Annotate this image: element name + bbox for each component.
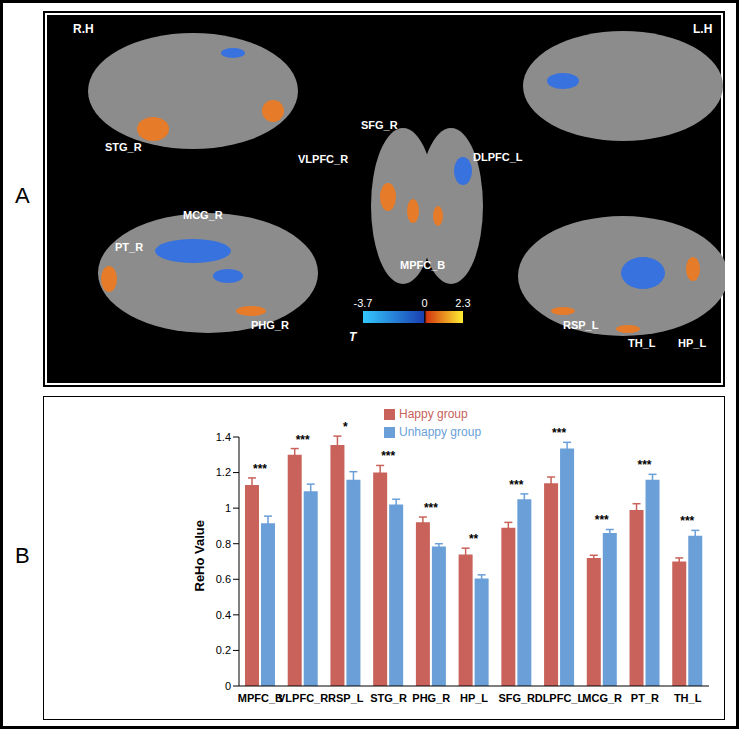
svg-text:***: *** [509, 478, 523, 492]
svg-text:0.6: 0.6 [216, 573, 231, 585]
html-text:Happy group: Happy group [399, 407, 468, 421]
svg-text:PT_R: PT_R [631, 692, 659, 704]
svg-text:PHG_R: PHG_R [251, 319, 289, 331]
svg-text:TH_L: TH_L [628, 337, 656, 349]
svg-text:***: *** [253, 462, 267, 476]
svg-text:MCG_R: MCG_R [183, 209, 223, 221]
svg-text:TH_L: TH_L [674, 692, 702, 704]
svg-text:0: 0 [422, 297, 428, 309]
svg-text:MPFC_B: MPFC_B [400, 259, 445, 271]
svg-text:STG_R: STG_R [105, 141, 142, 153]
svg-text:L.H: L.H [693, 22, 712, 36]
svg-text:RSP_L: RSP_L [563, 319, 599, 331]
svg-text:***: *** [638, 458, 652, 472]
svg-text:PT_R: PT_R [115, 241, 143, 253]
svg-text:SFG_R: SFG_R [498, 692, 535, 704]
svg-text:0: 0 [225, 680, 231, 692]
svg-text:0.8: 0.8 [216, 538, 231, 550]
svg-text:PHG_R: PHG_R [412, 692, 450, 704]
svg-text:0.2: 0.2 [216, 644, 231, 656]
html-text:B: B [15, 543, 30, 568]
svg-text:**: ** [469, 532, 479, 546]
svg-text:STG_R: STG_R [370, 692, 407, 704]
svg-text:VLPFC_R: VLPFC_R [298, 153, 348, 165]
svg-text:MCG_R: MCG_R [582, 692, 622, 704]
svg-text:1.4: 1.4 [216, 431, 231, 443]
svg-text:***: *** [595, 513, 609, 527]
svg-text:***: *** [381, 449, 395, 463]
html-text:Unhappy group: Unhappy group [399, 425, 482, 439]
svg-text:0.4: 0.4 [216, 609, 231, 621]
svg-text:MPFC_B: MPFC_B [238, 692, 283, 704]
svg-text:VLPFC_R: VLPFC_R [278, 692, 328, 704]
svg-text:***: *** [680, 514, 694, 528]
svg-text:ReHo Value: ReHo Value [192, 520, 207, 592]
svg-text:2.3: 2.3 [455, 297, 470, 309]
svg-text:*: * [343, 420, 348, 434]
svg-text:DLPFC_L: DLPFC_L [535, 692, 585, 704]
svg-text:1: 1 [225, 502, 231, 514]
svg-text:***: *** [296, 433, 310, 447]
svg-text:T: T [349, 330, 358, 344]
svg-text:-3.7: -3.7 [354, 297, 373, 309]
html-text:A: A [15, 183, 30, 208]
svg-text:1.2: 1.2 [216, 466, 231, 478]
svg-text:DLPFC_L: DLPFC_L [473, 151, 523, 163]
svg-text:HP_L: HP_L [460, 692, 488, 704]
svg-text:***: *** [424, 501, 438, 515]
svg-text:SFG_R: SFG_R [361, 119, 398, 131]
svg-text:HP_L: HP_L [678, 337, 706, 349]
svg-text:R.H: R.H [73, 22, 94, 36]
svg-text:***: *** [552, 426, 566, 440]
svg-text:RSP_L: RSP_L [328, 692, 364, 704]
